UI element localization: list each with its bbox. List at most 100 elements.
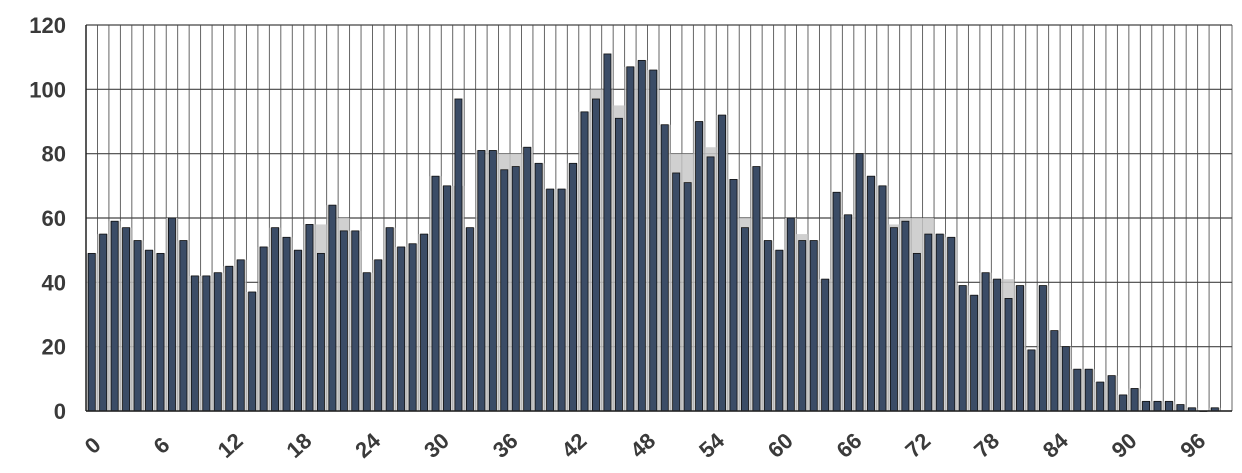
bar — [122, 227, 131, 412]
bar — [431, 175, 440, 412]
bar — [935, 233, 944, 412]
bar — [924, 233, 933, 412]
bar — [1119, 394, 1128, 412]
y-axis-tick-labels: 0 20 40 60 80 100 120 — [29, 13, 66, 424]
bar — [167, 217, 176, 412]
bar — [1016, 285, 1024, 412]
x-tick-label: 42 — [557, 428, 592, 463]
x-tick-label: 0 — [80, 432, 106, 459]
bar — [672, 172, 681, 412]
bar — [259, 246, 268, 412]
bar — [1130, 388, 1139, 412]
bar — [397, 246, 406, 412]
x-tick-label: 90 — [1107, 428, 1142, 463]
bar — [1096, 381, 1105, 412]
bar — [947, 236, 956, 412]
bar — [695, 121, 704, 412]
x-tick-label: 54 — [694, 427, 729, 462]
bar — [752, 166, 761, 412]
bar — [1038, 285, 1047, 412]
x-tick-label: 18 — [282, 428, 317, 463]
bar — [1165, 400, 1173, 412]
bar — [786, 217, 795, 412]
bar — [1061, 346, 1070, 412]
bar — [1004, 298, 1013, 412]
bar — [213, 272, 222, 412]
bar-series — [87, 53, 1219, 412]
x-tick-label: 48 — [625, 428, 660, 463]
axes — [85, 25, 1232, 412]
bar — [1176, 404, 1185, 412]
x-tick-label: 66 — [832, 428, 867, 463]
bar — [844, 214, 853, 412]
bar — [901, 220, 910, 412]
bar — [385, 227, 394, 412]
bar — [145, 249, 153, 412]
bar — [603, 53, 612, 412]
bar — [1142, 400, 1151, 412]
bar — [626, 66, 635, 412]
bar — [798, 240, 807, 412]
y-tick-label: 60 — [42, 206, 66, 231]
bar — [179, 240, 188, 412]
bar — [271, 227, 280, 412]
x-tick-label: 72 — [900, 428, 935, 463]
bar — [775, 249, 784, 412]
bar — [614, 117, 623, 412]
bar — [99, 233, 108, 412]
bar — [706, 156, 715, 412]
x-tick-label: 24 — [350, 427, 385, 462]
bar — [912, 252, 921, 412]
bar — [408, 243, 417, 412]
bar — [970, 294, 979, 412]
bar — [190, 275, 199, 412]
bar — [855, 153, 864, 412]
x-tick-label: 78 — [969, 428, 1004, 463]
bar — [420, 233, 429, 412]
bar — [511, 166, 520, 412]
bar — [339, 230, 348, 412]
y-tick-label: 0 — [54, 399, 66, 424]
y-tick-label: 40 — [42, 270, 66, 295]
bar — [316, 252, 325, 412]
y-tick-label: 100 — [29, 77, 66, 102]
bar — [110, 220, 119, 412]
x-tick-label: 36 — [488, 428, 523, 463]
bar — [546, 188, 555, 412]
bar — [958, 285, 967, 412]
bar — [878, 185, 887, 412]
bar — [534, 162, 543, 412]
bar — [637, 59, 646, 412]
bar — [248, 291, 257, 412]
x-tick-label: 6 — [149, 432, 175, 459]
x-tick-label: 84 — [1038, 427, 1073, 462]
bar — [1050, 330, 1059, 412]
bar — [523, 146, 532, 412]
bar — [729, 178, 738, 412]
bar — [592, 98, 600, 412]
bar — [500, 169, 509, 412]
bar — [1153, 400, 1162, 412]
bar — [649, 69, 658, 412]
bar — [1027, 349, 1036, 412]
bar — [488, 150, 497, 412]
bar — [351, 230, 360, 412]
bar — [889, 227, 898, 412]
bar — [362, 272, 371, 412]
bar — [465, 227, 474, 412]
x-tick-label: 60 — [763, 428, 798, 463]
bar — [683, 182, 692, 412]
bar — [569, 162, 578, 412]
bar — [133, 240, 142, 412]
bar — [809, 240, 818, 412]
bar — [87, 252, 96, 412]
bar — [294, 249, 302, 412]
x-tick-label: 30 — [419, 428, 454, 463]
bar — [580, 111, 589, 412]
bar — [202, 275, 211, 412]
bar — [236, 259, 245, 412]
bar — [328, 204, 337, 412]
x-axis-tick-labels: 0 6 12 18 24 30 36 42 48 54 60 66 72 78 84 90 96 — [80, 427, 1211, 462]
bar — [867, 175, 875, 412]
